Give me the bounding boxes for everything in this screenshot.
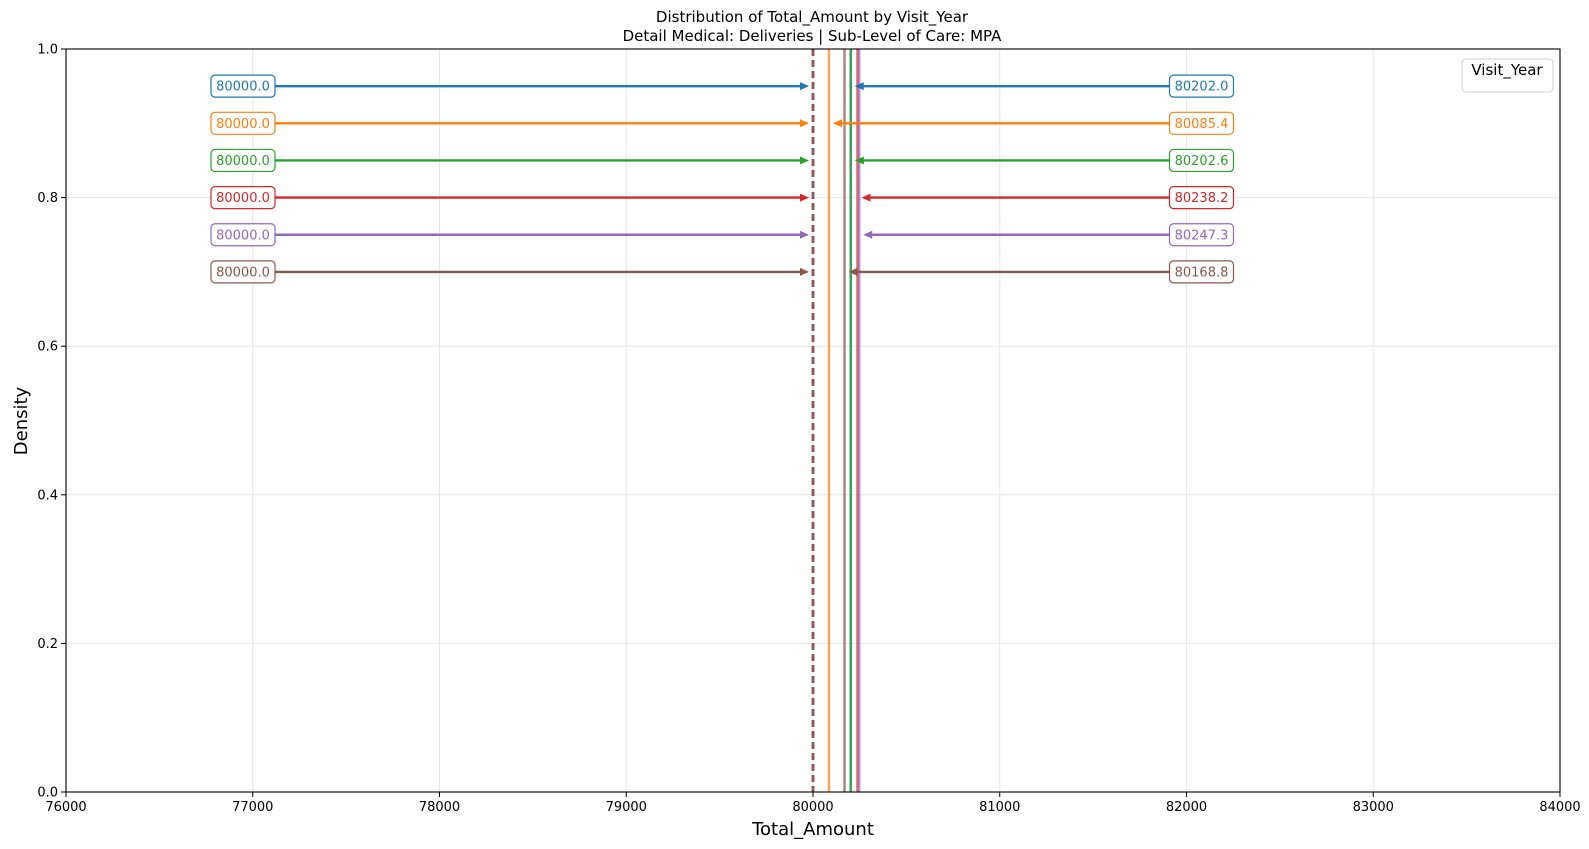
arrow-head	[863, 230, 873, 239]
mean-label: 80202.0	[1168, 74, 1235, 98]
label-box	[1168, 260, 1235, 284]
label-box	[1168, 186, 1235, 210]
legend: Visit_Year	[1461, 58, 1554, 93]
y-tick-label: 0.0	[37, 786, 58, 801]
x-tick-label: 82000	[1166, 800, 1207, 815]
median-label: 80000.0	[210, 148, 276, 173]
mean-arrow	[854, 82, 1170, 91]
median-arrow	[275, 267, 809, 276]
label-text: 80000.0	[216, 191, 270, 206]
label-box	[1168, 148, 1235, 173]
label-text: 80247.3	[1175, 228, 1229, 243]
y-tick-label: 0.2	[37, 637, 58, 652]
arrow-head	[832, 119, 842, 128]
x-tick-label: 76000	[45, 800, 86, 815]
mean-arrow	[861, 193, 1170, 202]
median-label: 80000.0	[210, 186, 276, 210]
mean-arrow	[863, 230, 1170, 239]
median-label: 80000.0	[210, 111, 276, 135]
x-tick-label: 83000	[1353, 800, 1394, 815]
arrow-head	[800, 82, 809, 91]
arrow-head	[854, 156, 864, 165]
annotation-labels: 80000.0 80202.0 80000.0 80085.4 80000.0 80202…	[210, 74, 1235, 284]
arrow-head	[800, 156, 809, 165]
label-text: 80168.8	[1175, 265, 1229, 280]
mean-label: 80085.4	[1168, 111, 1235, 135]
label-box	[210, 260, 276, 284]
label-box	[1168, 74, 1235, 98]
x-tick-label: 77000	[232, 800, 273, 815]
arrow-head	[854, 82, 864, 91]
x-tick-label: 79000	[606, 800, 647, 815]
arrow-head	[861, 193, 871, 202]
label-box	[210, 74, 276, 98]
median-arrow	[275, 82, 809, 91]
label-box	[210, 186, 276, 210]
mean-arrow	[848, 267, 1170, 276]
arrow-head	[848, 267, 858, 276]
y-axis: 0.0 0.2 0.4 0.6 0.8 1.0	[37, 43, 66, 801]
mean-arrow	[854, 156, 1170, 165]
chart-title: Distribution of Total_Amount by Visit_Ye…	[656, 8, 969, 27]
x-axis-label: Total_Amount	[751, 819, 874, 840]
mean-label: 80168.8	[1168, 260, 1235, 284]
label-text: 80000.0	[216, 117, 270, 132]
x-axis: 76000 77000 78000 79000 80000 81000 82000 83000…	[45, 792, 1581, 815]
mean-lines	[827, 49, 861, 792]
label-text: 80000.0	[216, 228, 270, 243]
median-arrow	[275, 230, 809, 239]
median-label: 80000.0	[210, 74, 276, 98]
y-tick-label: 0.6	[37, 340, 58, 355]
median-arrow	[275, 193, 809, 202]
label-text: 80000.0	[216, 154, 270, 169]
y-tick-label: 0.4	[37, 488, 58, 503]
label-text: 80238.2	[1175, 191, 1229, 206]
median-label: 80000.0	[210, 223, 276, 247]
label-text: 80202.0	[1175, 80, 1229, 95]
label-text: 80000.0	[216, 80, 270, 95]
arrow-head	[800, 267, 809, 276]
mean-arrow	[832, 119, 1170, 128]
y-tick-label: 0.8	[37, 191, 58, 206]
mean-label: 80202.6	[1168, 148, 1235, 173]
x-tick-label: 81000	[979, 800, 1020, 815]
label-text: 80085.4	[1175, 117, 1229, 132]
arrow-head	[800, 119, 809, 128]
mean-label: 80238.2	[1168, 186, 1235, 210]
label-box	[210, 111, 276, 135]
median-arrow	[275, 156, 809, 165]
median-arrow	[275, 119, 809, 128]
label-box	[1168, 111, 1235, 135]
arrow-head	[800, 193, 809, 202]
x-tick-label: 78000	[419, 800, 460, 815]
median-label: 80000.0	[210, 260, 276, 284]
legend-title: Visit_Year	[1471, 61, 1543, 80]
mean-label: 80247.3	[1168, 223, 1235, 247]
annotation-arrows	[275, 82, 1170, 276]
label-text: 80202.6	[1175, 154, 1229, 169]
label-box	[210, 148, 276, 173]
legend-box	[1461, 58, 1554, 93]
label-box	[1168, 223, 1235, 247]
arrow-head	[800, 230, 809, 239]
y-tick-label: 1.0	[37, 43, 58, 58]
label-text: 80000.0	[216, 265, 270, 280]
label-box	[210, 223, 276, 247]
x-tick-label: 80000	[792, 800, 833, 815]
chart-subtitle: Detail Medical: Deliveries | Sub-Level o…	[623, 27, 1003, 45]
y-axis-label: Density	[11, 386, 32, 455]
x-tick-label: 84000	[1539, 800, 1580, 815]
